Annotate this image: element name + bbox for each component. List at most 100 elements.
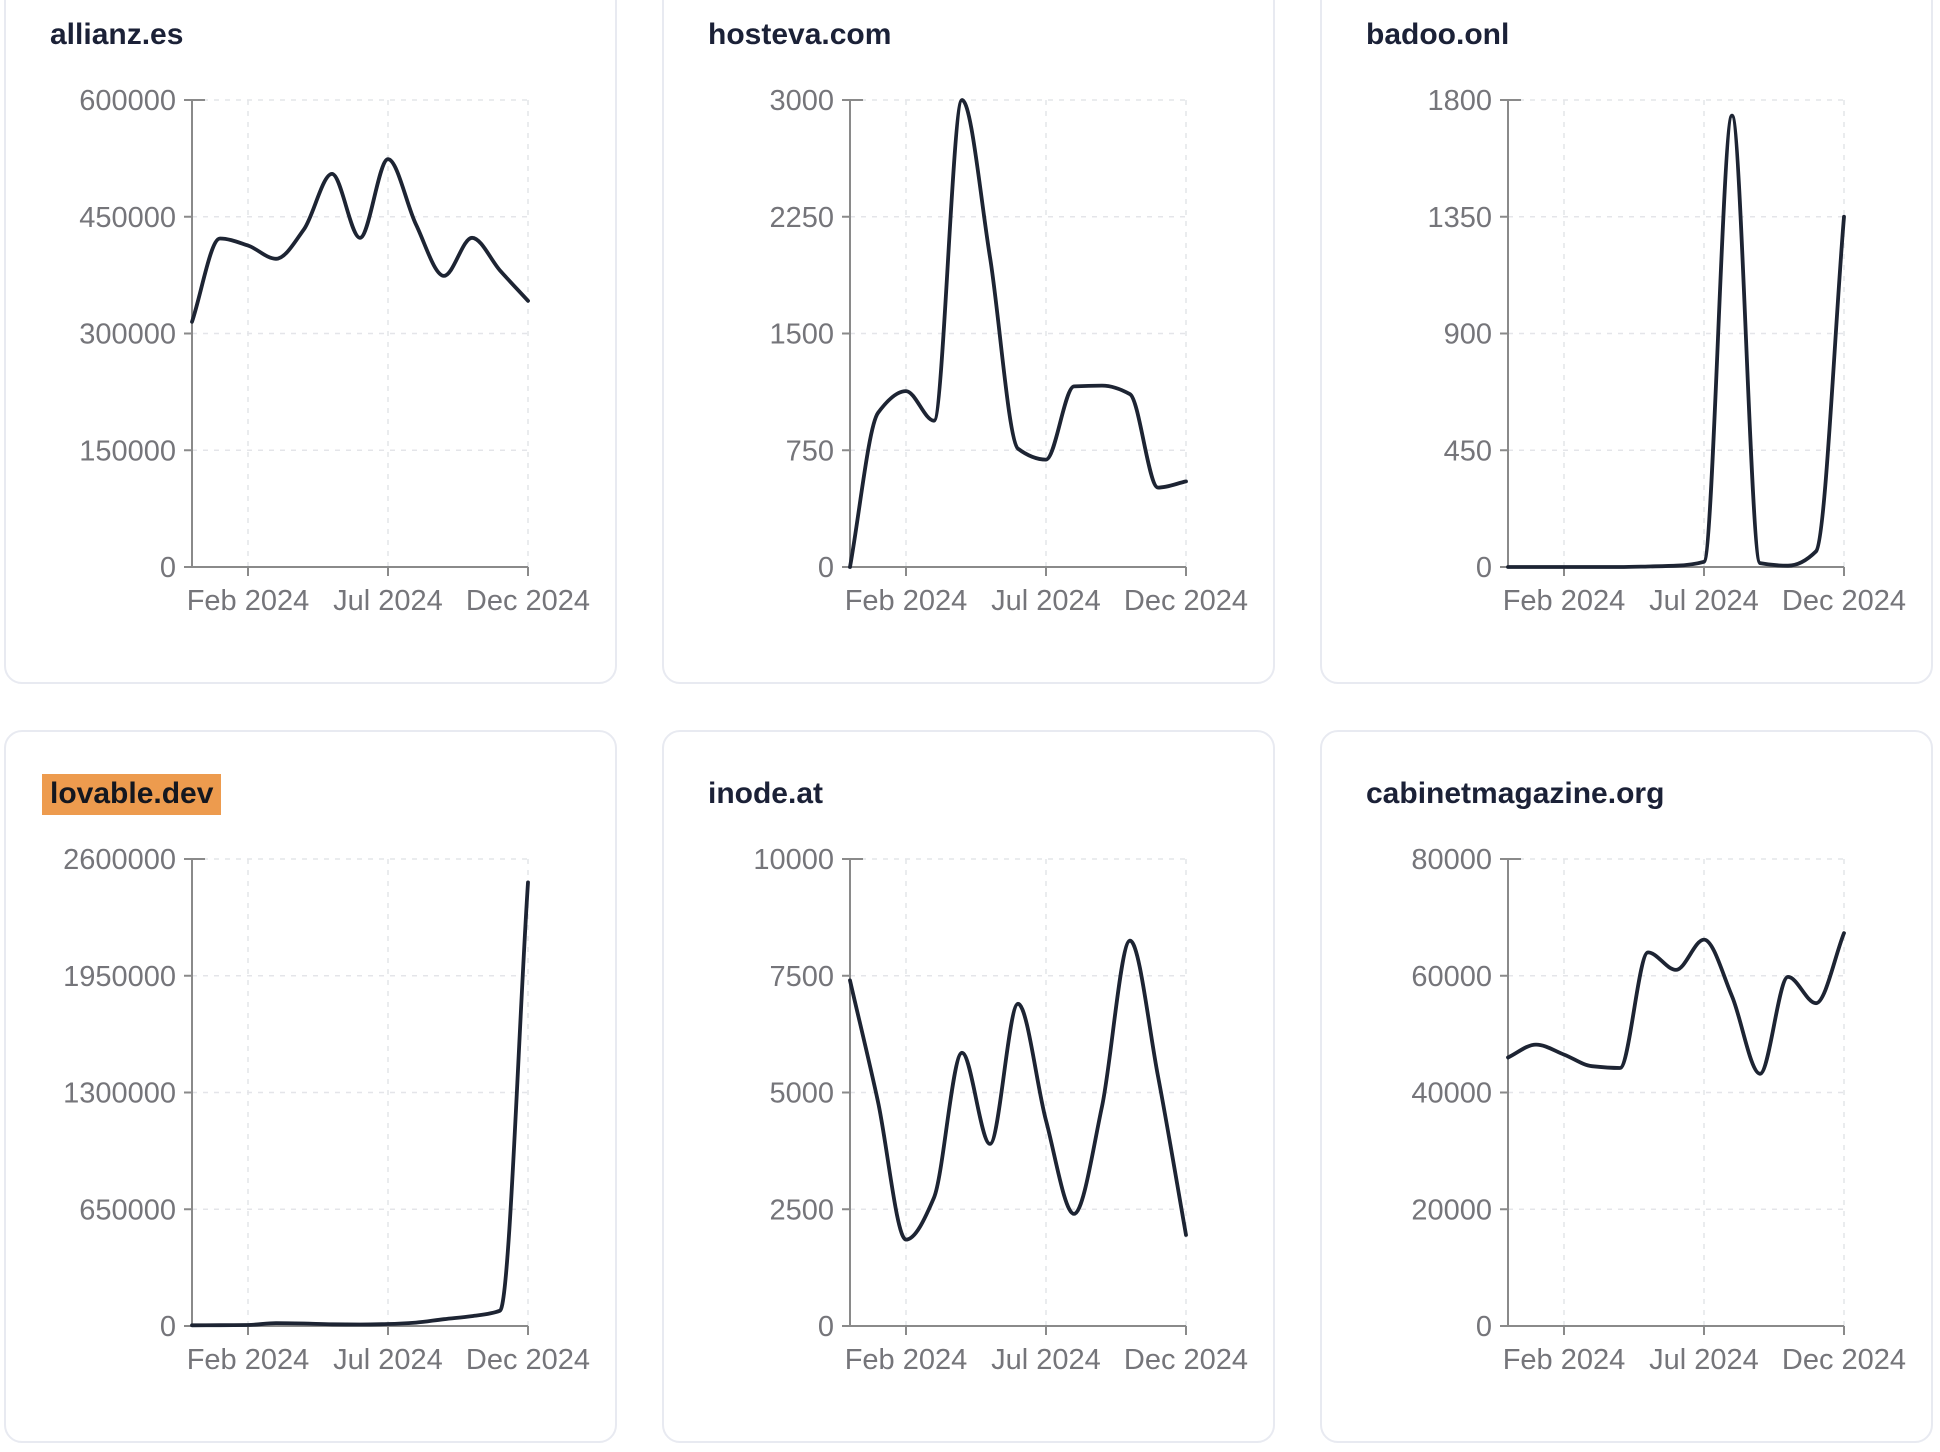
x-tick-label: Dec 2024 [1782, 1344, 1906, 1376]
x-tick-label: Feb 2024 [845, 1344, 968, 1376]
x-tick-label: Dec 2024 [466, 585, 590, 617]
x-tick-label: Jul 2024 [333, 1344, 443, 1376]
chart-title-text: lovable.dev [42, 774, 222, 815]
y-tick-label: 750 [786, 435, 834, 467]
grid-lines [192, 99, 529, 567]
data-line [848, 938, 1188, 1242]
tick-marks [184, 99, 529, 576]
data-line [190, 157, 530, 324]
chart-title-text: badoo.onl [1366, 18, 1510, 51]
y-tick-label: 0 [818, 552, 834, 584]
data-line [190, 880, 530, 1328]
x-tick-label: Dec 2024 [1124, 1344, 1248, 1376]
y-tick-label: 1800 [1427, 85, 1492, 117]
y-tick-label: 1950000 [63, 961, 176, 993]
y-tick-label: 5000 [769, 1078, 834, 1110]
chart-card-allianz-es[interactable]: allianz.es 0 150000 300000 450000 600000 Feb … [4, 0, 617, 684]
tick-marks [1500, 99, 1845, 576]
x-tick-labels: Feb 2024 Jul 2024 Dec 2024 [845, 1344, 1248, 1376]
x-tick-label: Dec 2024 [1782, 585, 1906, 617]
y-tick-labels: 0 650000 1300000 1950000 2600000 [63, 844, 176, 1343]
y-tick-label: 150000 [79, 435, 176, 467]
x-tick-label: Dec 2024 [1124, 585, 1248, 617]
y-tick-labels: 0 2500 5000 7500 10000 [753, 844, 834, 1343]
y-tick-label: 900 [1444, 319, 1492, 351]
y-tick-label: 650000 [79, 1194, 176, 1226]
y-tick-label: 0 [1476, 1311, 1492, 1343]
x-tick-labels: Feb 2024 Jul 2024 Dec 2024 [1503, 1344, 1906, 1376]
y-tick-labels: 0 750 1500 2250 3000 [769, 85, 834, 584]
line-chart: 0 650000 1300000 1950000 2600000 Feb 2024 Jul … [63, 844, 590, 1376]
x-tick-label: Feb 2024 [187, 1344, 310, 1376]
chart-card-hosteva-com[interactable]: hosteva.com 0 750 1500 2250 3000 Feb 2024 Jul … [662, 0, 1275, 684]
y-tick-label: 80000 [1411, 844, 1492, 876]
y-tick-label: 2600000 [63, 844, 176, 876]
x-tick-label: Jul 2024 [1649, 1344, 1759, 1376]
x-tick-labels: Feb 2024 Jul 2024 Dec 2024 [1503, 585, 1906, 617]
chart-title-text: inode.at [708, 777, 824, 810]
x-tick-labels: Feb 2024 Jul 2024 Dec 2024 [187, 585, 590, 617]
x-tick-label: Feb 2024 [1503, 585, 1626, 617]
tick-marks [842, 858, 1187, 1335]
grid-lines [850, 99, 1187, 567]
y-tick-label: 2250 [769, 202, 834, 234]
tick-marks [842, 99, 1187, 576]
chart-card-badoo-onl[interactable]: badoo.onl 0 450 900 1350 1800 Feb 2024 Jul 202… [1320, 0, 1933, 684]
chart-title-text: allianz.es [50, 18, 184, 51]
y-tick-label: 0 [1476, 552, 1492, 584]
y-tick-label: 60000 [1411, 961, 1492, 993]
chart-title: hosteva.com [708, 18, 891, 52]
y-tick-labels: 0 450 900 1350 1800 [1427, 85, 1492, 584]
y-tick-label: 0 [160, 552, 176, 584]
data-line [1506, 931, 1846, 1076]
chart-card-inode-at[interactable]: inode.at 0 2500 5000 7500 10000 Feb 2024 Jul 2… [662, 730, 1275, 1443]
line-chart: 0 20000 40000 60000 80000 Feb 2024 Jul 2024 Dec… [1411, 844, 1906, 1376]
x-tick-label: Jul 2024 [1649, 585, 1759, 617]
grid-lines [850, 858, 1187, 1326]
x-tick-labels: Feb 2024 Jul 2024 Dec 2024 [187, 1344, 590, 1376]
x-tick-labels: Feb 2024 Jul 2024 Dec 2024 [845, 585, 1248, 617]
x-tick-label: Feb 2024 [845, 585, 968, 617]
x-tick-label: Jul 2024 [991, 1344, 1101, 1376]
chart-title-text: cabinetmagazine.org [1366, 777, 1665, 810]
chart-card-lovable-dev[interactable]: lovable.dev 0 650000 1300000 1950000 2600000… [4, 730, 617, 1443]
chart-title-text: hosteva.com [708, 18, 892, 51]
x-tick-label: Jul 2024 [991, 585, 1101, 617]
y-tick-label: 300000 [79, 319, 176, 351]
chart-title: cabinetmagazine.org [1366, 777, 1664, 811]
y-tick-label: 1300000 [63, 1078, 176, 1110]
tick-marks [184, 858, 529, 1335]
grid-lines [192, 858, 529, 1326]
data-line [848, 98, 1188, 569]
charts-grid: allianz.es 0 150000 300000 450000 600000 Feb … [4, 0, 1933, 1443]
x-tick-label: Feb 2024 [1503, 1344, 1626, 1376]
grid-lines [1508, 99, 1845, 567]
y-tick-labels: 0 20000 40000 60000 80000 [1411, 844, 1492, 1343]
chart-title: badoo.onl [1366, 18, 1509, 52]
y-tick-label: 0 [818, 1311, 834, 1343]
y-tick-labels: 0 150000 300000 450000 600000 [79, 85, 176, 584]
y-tick-label: 7500 [769, 961, 834, 993]
line-chart: 0 2500 5000 7500 10000 Feb 2024 Jul 2024 Dec 20… [753, 844, 1248, 1376]
y-tick-label: 450000 [79, 202, 176, 234]
data-line [1506, 113, 1846, 569]
y-tick-label: 600000 [79, 85, 176, 117]
chart-title: inode.at [708, 777, 823, 811]
tick-marks [1500, 858, 1845, 1335]
y-tick-label: 1500 [769, 319, 834, 351]
chart-card-cabinetmagazine-org[interactable]: cabinetmagazine.org 0 20000 40000 60000 8000… [1320, 730, 1933, 1443]
chart-title: lovable.dev [42, 774, 222, 815]
grid-lines [1508, 858, 1845, 1326]
y-tick-label: 0 [160, 1311, 176, 1343]
x-tick-label: Feb 2024 [187, 585, 310, 617]
line-chart: 0 150000 300000 450000 600000 Feb 2024 Jul 202… [79, 85, 590, 617]
y-tick-label: 1350 [1427, 202, 1492, 234]
y-tick-label: 20000 [1411, 1194, 1492, 1226]
line-chart: 0 750 1500 2250 3000 Feb 2024 Jul 2024 Dec 2024 [769, 85, 1248, 617]
x-tick-label: Jul 2024 [333, 585, 443, 617]
y-tick-label: 10000 [753, 844, 834, 876]
y-tick-label: 2500 [769, 1194, 834, 1226]
chart-title: allianz.es [50, 18, 183, 52]
x-tick-label: Dec 2024 [466, 1344, 590, 1376]
y-tick-label: 3000 [769, 85, 834, 117]
